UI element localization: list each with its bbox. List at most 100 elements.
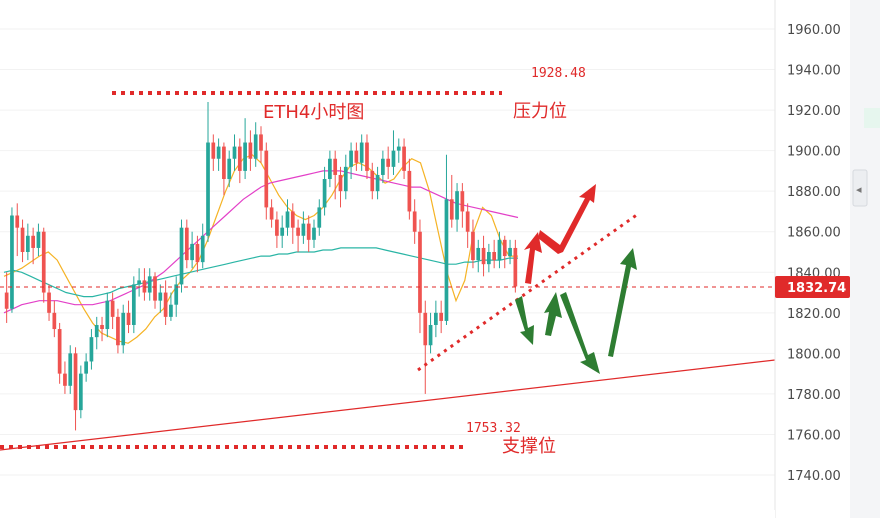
candle-body	[471, 231, 475, 261]
y-tick-label: 1940.00	[787, 64, 841, 79]
candle-body	[57, 329, 62, 374]
time-axis[interactable]	[0, 510, 775, 518]
candle-body	[52, 312, 57, 330]
candle-body	[153, 276, 157, 301]
current-price-tag: 1832.74	[775, 276, 850, 298]
candle-body	[370, 170, 375, 192]
candle-body	[407, 170, 412, 212]
candle-body	[386, 158, 391, 167]
red-zigzag-arrow-icon	[538, 184, 596, 254]
candle-body	[232, 146, 237, 159]
candle-body	[275, 219, 279, 236]
candle-body	[63, 373, 67, 386]
y-tick-label: 1900.00	[787, 145, 841, 160]
candle-body	[15, 215, 20, 228]
candle-body	[444, 199, 449, 321]
candle-body	[237, 146, 242, 171]
y-tick-label: 1880.00	[787, 185, 841, 200]
candle-body	[211, 142, 216, 159]
candle-body	[216, 146, 221, 159]
y-tick-label: 1820.00	[787, 307, 841, 322]
candle-body	[508, 247, 512, 257]
y-tick-label: 1760.00	[787, 428, 841, 443]
candle-body	[195, 243, 200, 263]
candle-body	[179, 227, 184, 285]
candle-body	[248, 142, 253, 159]
candle-body	[322, 179, 327, 208]
candle-body	[121, 312, 126, 346]
candle-body	[73, 353, 78, 411]
candle-body	[396, 146, 401, 151]
candle-body	[354, 150, 359, 163]
grid-lines	[0, 28, 775, 476]
candle-body	[391, 150, 396, 167]
candle-body	[190, 243, 194, 261]
candle-body	[184, 227, 189, 261]
candle-body	[349, 150, 353, 167]
candle-body	[41, 231, 46, 293]
candlesticks	[4, 101, 518, 431]
candle-body	[333, 158, 338, 175]
candle-body	[20, 227, 25, 252]
candle-body	[418, 231, 422, 313]
rising-trendline	[417, 212, 639, 372]
candle-body	[174, 284, 179, 305]
candle-body	[502, 239, 507, 257]
candle-body	[78, 373, 83, 411]
y-tick-label: 1740.00	[787, 469, 841, 484]
candle-body	[365, 142, 369, 171]
price-axis[interactable]: 1960.00 1940.00 1920.00 1900.00 1880.00 1860.…	[774, 0, 850, 518]
green-rise-arrow-icon	[608, 248, 637, 357]
candle-body	[142, 280, 147, 293]
candle-body	[269, 207, 274, 220]
candle-body	[423, 312, 428, 346]
candle-body	[147, 276, 152, 293]
candle-body	[285, 211, 290, 228]
candle-body	[243, 142, 247, 171]
green-down-arrow-icon	[515, 296, 534, 345]
candle-body	[137, 280, 141, 285]
candle-body	[317, 207, 322, 228]
candle-body	[513, 247, 518, 287]
y-tick-label: 1780.00	[787, 388, 841, 403]
candle-body	[449, 199, 454, 220]
candle-body	[434, 312, 438, 325]
candle-body	[116, 316, 120, 346]
resistance-label: 压力位	[513, 101, 567, 122]
candle-body	[312, 227, 316, 240]
side-panel: ◂	[850, 0, 880, 518]
moving-average-line	[3, 247, 518, 298]
candle-body	[280, 227, 285, 236]
candle-body	[359, 142, 364, 163]
candle-body	[465, 211, 470, 232]
candle-body	[476, 247, 481, 261]
support-label: 支撑位	[502, 436, 556, 457]
green-drop-arrow-icon	[560, 292, 600, 374]
candle-body	[206, 142, 210, 236]
candle-body	[169, 304, 173, 317]
candle-body	[338, 174, 343, 192]
candle-body	[31, 235, 35, 248]
candle-body	[158, 292, 163, 301]
candle-body	[328, 158, 332, 180]
candle-body	[375, 174, 380, 192]
candle-body	[487, 252, 491, 265]
candle-body	[163, 292, 168, 317]
candle-body	[25, 235, 30, 252]
candle-body	[47, 292, 51, 313]
candle-body	[84, 361, 88, 374]
candle-body	[253, 134, 258, 159]
candle-body	[290, 211, 295, 228]
candle-body	[4, 292, 9, 309]
candle-body	[412, 211, 417, 232]
scenario-arrows	[515, 184, 637, 374]
candle-body	[10, 215, 14, 309]
candle-body	[264, 150, 269, 208]
candle-body	[227, 158, 232, 180]
candle-body	[381, 158, 385, 175]
candle-body	[131, 284, 136, 325]
candle-body	[428, 324, 433, 346]
chevron-left-icon[interactable]: ◂	[856, 183, 862, 196]
candle-body	[200, 235, 205, 263]
candle-body	[492, 252, 497, 261]
